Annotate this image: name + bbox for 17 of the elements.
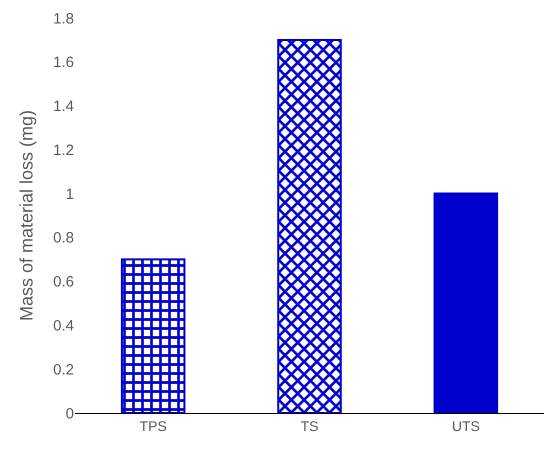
y-tick-label: 1.2 <box>53 142 74 159</box>
y-tick-label: 1 <box>66 186 74 203</box>
y-tick-label: 0.6 <box>53 274 74 291</box>
x-tick-label: TPS <box>140 418 167 434</box>
x-tick-label: TS <box>300 418 318 434</box>
bar <box>434 192 498 413</box>
y-tick-label: 0.8 <box>53 230 74 247</box>
y-axis-title: Mass of material loss (mg) <box>16 110 36 322</box>
y-tick-label: 1.6 <box>53 54 74 72</box>
y-tick-label: 0.2 <box>53 361 74 378</box>
y-tick-label: 1.4 <box>53 98 74 116</box>
bar <box>120 258 186 413</box>
x-tick-label: UTS <box>452 418 480 434</box>
bar <box>277 38 342 413</box>
y-tick-label: 1.8 <box>53 10 74 28</box>
y-tick-label: 0 <box>66 405 74 422</box>
y-tick-label: 0.4 <box>53 317 74 334</box>
